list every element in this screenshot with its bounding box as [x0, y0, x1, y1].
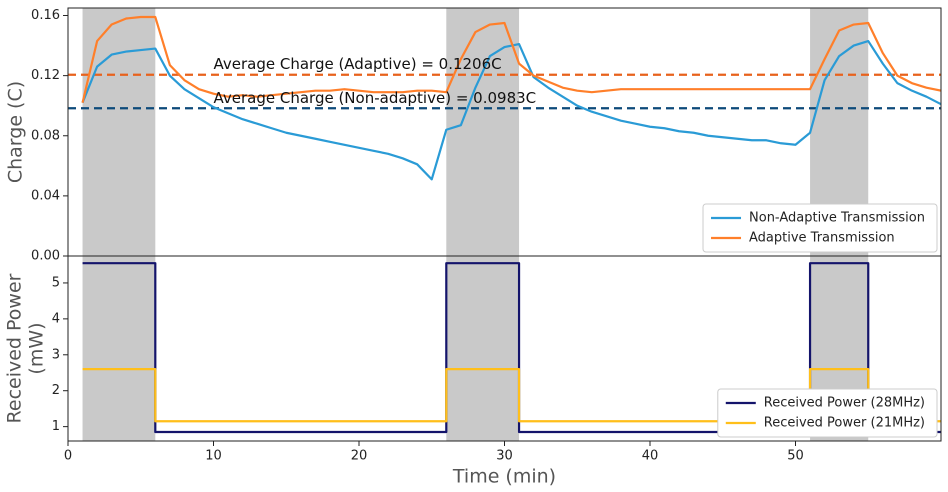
- y-tick-label: 0.16: [31, 8, 60, 23]
- y-tick-label: 5: [52, 275, 60, 290]
- legend-label: Received Power (21MHz): [764, 416, 925, 431]
- shaded-region: [446, 8, 520, 256]
- shaded-region: [82, 8, 156, 256]
- legend-box: [702, 203, 938, 253]
- x-tick-label: 50: [787, 449, 804, 464]
- plot-area: [68, 8, 941, 256]
- y-tick-label: 0.12: [31, 68, 60, 83]
- y-tick-label: 1: [52, 419, 60, 434]
- legend-box: [717, 388, 938, 438]
- y-tick-label: 0.04: [31, 188, 60, 203]
- x-axis-label: Time (min): [452, 466, 556, 488]
- x-tick-label: 40: [642, 449, 659, 464]
- legend-label: Adaptive Transmission: [749, 231, 895, 246]
- legend: Received Power (28MHz) Received Power (21…: [717, 388, 938, 438]
- x-tick-label: 0: [64, 449, 72, 464]
- average-label: Average Charge (Non-adaptive) = 0.0983C: [214, 89, 537, 107]
- y-tick-label: 3: [52, 347, 60, 362]
- y-tick-label: 2: [52, 383, 60, 398]
- series-line: [81, 15, 941, 103]
- y-axis-label: Received Power: [4, 273, 26, 423]
- legend: Non-Adaptive Transmission Adaptive Transm…: [702, 203, 938, 253]
- y-tick-label: 4: [52, 311, 60, 326]
- x-tick-label: 30: [496, 449, 513, 464]
- shaded-region: [82, 256, 156, 441]
- y-tick-label: 0.00: [31, 249, 60, 264]
- average-label: Average Charge (Adaptive) = 0.1206C: [214, 55, 502, 73]
- x-tick-label: 20: [351, 449, 368, 464]
- y-axis-label: (mW): [26, 322, 48, 374]
- legend-label: Non-Adaptive Transmission: [749, 211, 925, 226]
- x-tick-label: 10: [205, 449, 222, 464]
- y-axis-label: Charge (C): [5, 81, 27, 183]
- y-tick-label: 0.08: [31, 128, 60, 143]
- legend-label: Received Power (28MHz): [764, 396, 925, 411]
- shaded-region: [446, 256, 520, 441]
- series-line: [82, 368, 941, 423]
